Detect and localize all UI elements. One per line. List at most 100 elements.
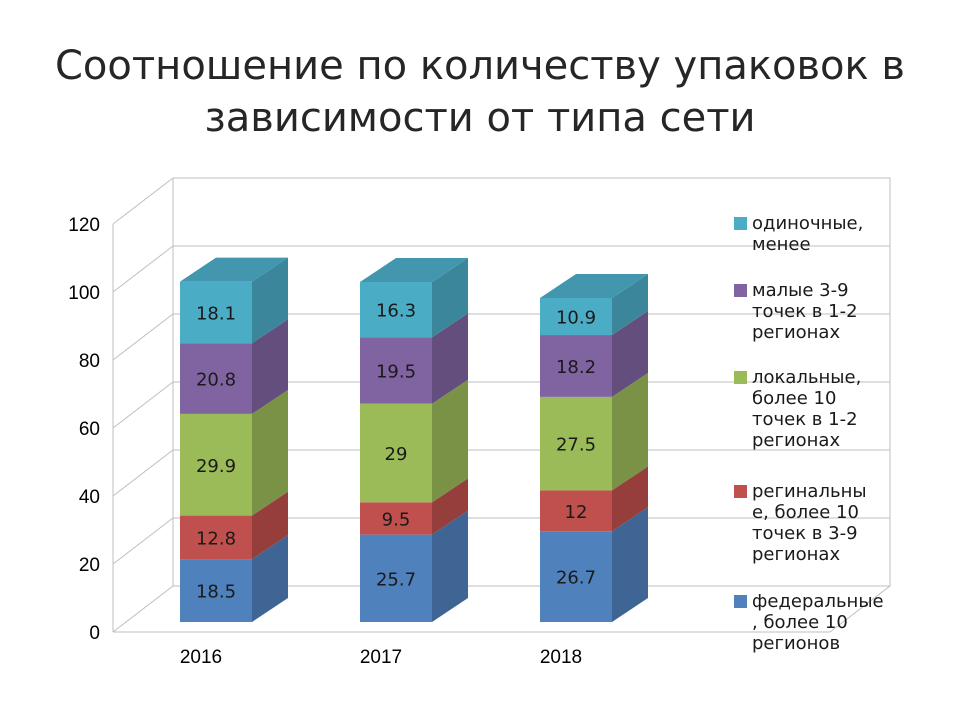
legend-label: , более 10 [752, 612, 848, 633]
side-wall-gridline [112, 585, 174, 633]
bar-front [540, 531, 612, 622]
bar-front [180, 559, 252, 622]
bar-front [180, 515, 252, 560]
bar-side [432, 478, 468, 535]
data-label: 18.2 [556, 357, 596, 378]
legend-label: регионах [752, 322, 840, 343]
bar-front [180, 281, 252, 344]
y-tick-label: 120 [68, 215, 100, 236]
bar-segment: 10.9 [540, 273, 648, 336]
bar-top [180, 257, 288, 282]
bar-segment: 16.3 [360, 258, 468, 338]
bar-front [360, 403, 432, 503]
data-label: 18.1 [196, 303, 236, 324]
chart-title-line-2: зависимости от типа сети [204, 95, 756, 141]
legend-swatch [734, 371, 747, 384]
bar-side [432, 258, 468, 338]
x-category-label: 2017 [360, 647, 402, 668]
bar-front [540, 490, 612, 532]
y-tick-label: 40 [79, 487, 100, 508]
bar-top [540, 273, 648, 298]
bar-side [432, 510, 468, 622]
bar-side [252, 319, 288, 414]
bar-segment: 9.5 [360, 478, 468, 535]
bar-front [180, 343, 252, 414]
bar-segment: 25.7 [360, 510, 468, 622]
bar-segment: 29 [360, 379, 468, 503]
bar-side [612, 466, 648, 532]
bar-side [612, 372, 648, 491]
y-tick-label: 20 [79, 555, 100, 576]
data-label: 16.3 [376, 301, 416, 322]
y-tick-label: 0 [89, 623, 100, 644]
side-wall-gridline [112, 245, 174, 293]
bar-front [360, 502, 432, 535]
legend-label: менее [752, 234, 811, 255]
x-category-label: 2018 [540, 647, 582, 668]
bar-side [252, 257, 288, 344]
data-label: 26.7 [556, 568, 596, 589]
data-label: 20.8 [196, 370, 236, 391]
bar-side [252, 491, 288, 560]
data-label: 29 [385, 444, 408, 465]
chart-walls [112, 177, 891, 633]
legend-label: е, более 10 [752, 502, 859, 523]
bar-side [252, 389, 288, 516]
bar-front [540, 297, 612, 336]
legend-label: регионов [752, 633, 840, 654]
data-label: 25.7 [376, 569, 416, 590]
bar-front [540, 335, 612, 397]
bar-side [612, 311, 648, 397]
bar-side [432, 379, 468, 503]
data-label: 19.5 [376, 362, 416, 383]
chart-title: Соотношение по количеству упаковок в зав… [40, 40, 920, 144]
legend-label: одиночные, [752, 213, 863, 234]
data-label: 12.8 [196, 528, 236, 549]
legend-label: малые 3-9 [752, 280, 849, 301]
bar-segment: 18.5 [180, 535, 288, 622]
side-wall-gridline [112, 517, 174, 565]
bar-segment: 26.7 [540, 507, 648, 622]
bar-side [432, 313, 468, 404]
bar-front [360, 282, 432, 338]
data-label: 9.5 [382, 509, 411, 530]
bar-side [252, 535, 288, 622]
side-wall-gridline [112, 177, 174, 225]
bar-top [360, 258, 468, 282]
bar-segment: 12.8 [180, 491, 288, 560]
legend-swatch [734, 485, 747, 498]
bar-side [612, 507, 648, 622]
axis-labels: 0 20 40 60 80 100 120 2016 2017 2018 [68, 215, 582, 668]
y-tick-label: 100 [68, 283, 100, 304]
legend-item: одиночные,менее [734, 213, 863, 255]
side-wall-gridline [112, 381, 174, 429]
data-label: 12 [565, 502, 588, 523]
legend-label: точек в 1-2 [752, 409, 858, 430]
bar-segment: 20.8 [180, 319, 288, 414]
bar-front [180, 413, 252, 516]
x-category-label: 2016 [180, 647, 222, 668]
legend-label: локальные, [752, 367, 861, 388]
legend-label: точек в 3-9 [752, 523, 858, 544]
side-wall-gridline [112, 449, 174, 497]
bar-front [360, 534, 432, 622]
side-wall-gridline [112, 313, 174, 361]
legend-swatch [734, 217, 747, 230]
bar-segment: 18.2 [540, 311, 648, 397]
legend-label: регионах [752, 544, 840, 565]
legend-label: регионах [752, 430, 840, 451]
bar-side [612, 273, 648, 336]
legend-label: более 10 [752, 388, 836, 409]
bar-front [540, 396, 612, 491]
legend-label: регинальны [752, 481, 867, 502]
y-tick-label: 80 [79, 351, 100, 372]
legend-label: федеральные [752, 591, 884, 612]
chart-title-line-1: Соотношение по количеству упаковок в [55, 43, 905, 89]
legend-label: точек в 1-2 [752, 301, 858, 322]
